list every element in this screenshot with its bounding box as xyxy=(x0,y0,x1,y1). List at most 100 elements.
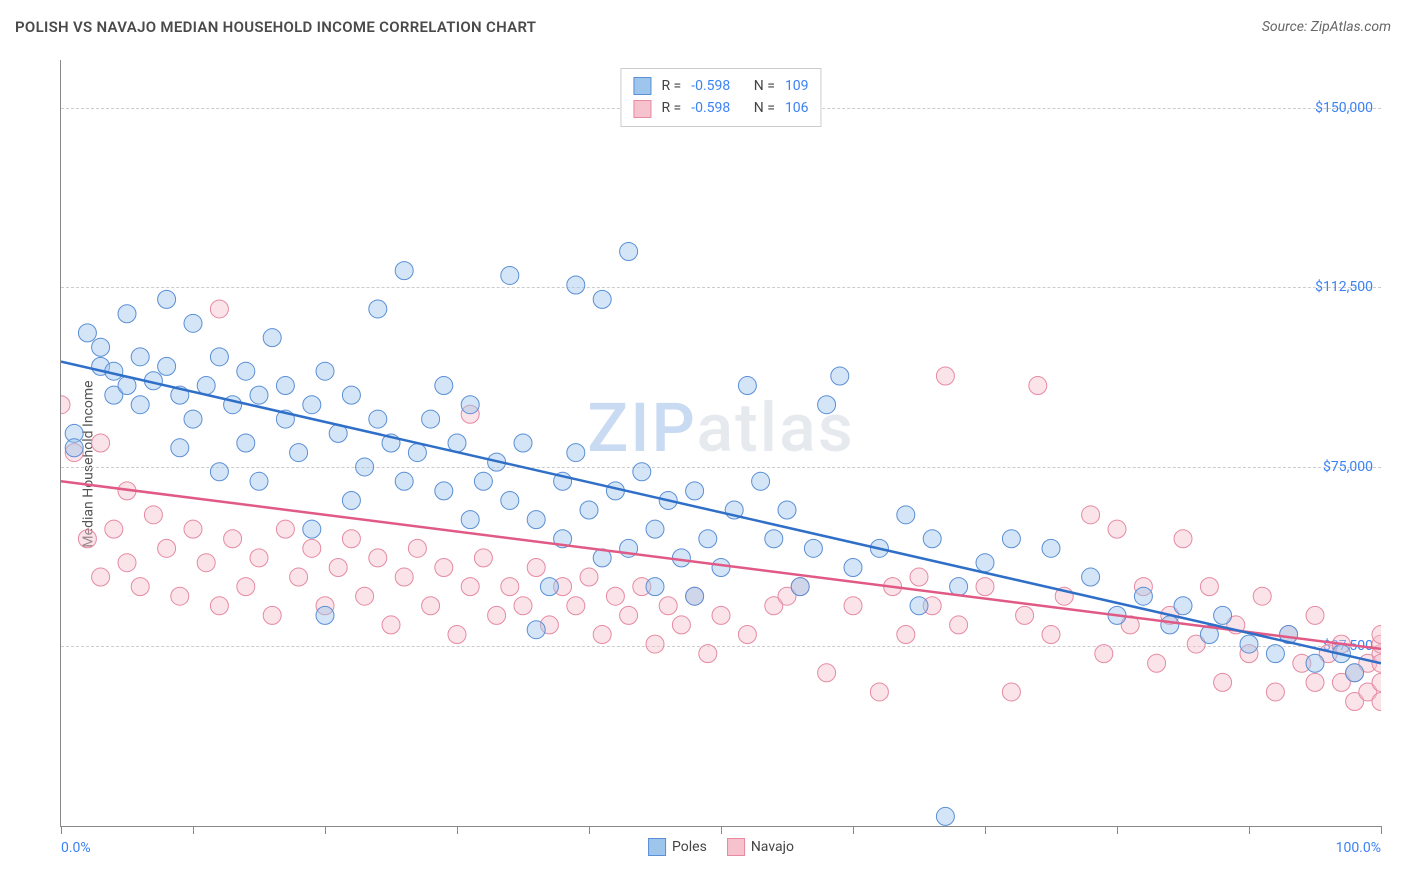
stats-row-poles: R = -0.598 N = 109 xyxy=(633,75,808,97)
data-point xyxy=(606,587,624,605)
swatch-navajo-icon xyxy=(727,838,745,856)
x-tick xyxy=(1249,826,1250,834)
r-value: -0.598 xyxy=(691,75,730,97)
data-point xyxy=(923,530,941,548)
data-point xyxy=(210,463,228,481)
data-point xyxy=(356,458,374,476)
data-point xyxy=(1200,578,1218,596)
data-point xyxy=(976,578,994,596)
x-tick xyxy=(193,826,194,834)
data-point xyxy=(1029,377,1047,395)
data-point xyxy=(818,664,836,682)
data-point xyxy=(1095,645,1113,663)
data-point xyxy=(488,606,506,624)
data-point xyxy=(118,305,136,323)
swatch-poles-icon xyxy=(648,838,666,856)
data-point xyxy=(1174,530,1192,548)
data-point xyxy=(567,276,585,294)
data-point xyxy=(620,243,638,261)
swatch-poles-icon xyxy=(633,77,651,95)
data-point xyxy=(897,506,915,524)
data-point xyxy=(765,530,783,548)
data-point xyxy=(1042,626,1060,644)
data-point xyxy=(131,396,149,414)
data-point xyxy=(1346,664,1364,682)
x-tick xyxy=(1117,826,1118,834)
data-point xyxy=(910,597,928,615)
data-point xyxy=(395,262,413,280)
x-tick xyxy=(721,826,722,834)
data-point xyxy=(435,558,453,576)
data-point xyxy=(303,396,321,414)
data-point xyxy=(369,549,387,567)
data-point xyxy=(461,396,479,414)
data-point xyxy=(435,482,453,500)
data-point xyxy=(646,578,664,596)
data-point xyxy=(672,616,690,634)
data-point xyxy=(633,463,651,481)
data-point xyxy=(144,506,162,524)
data-point xyxy=(844,558,862,576)
data-point xyxy=(870,683,888,701)
series-legend: Poles Navajo xyxy=(648,838,794,856)
data-point xyxy=(738,626,756,644)
chart-container: Median Household Income ZIPatlas R = -0.… xyxy=(15,50,1391,877)
data-point xyxy=(567,597,585,615)
data-point xyxy=(699,645,717,663)
data-point xyxy=(1002,530,1020,548)
legend-label: Poles xyxy=(672,839,707,855)
data-point xyxy=(580,568,598,586)
plot-area: ZIPatlas R = -0.598 N = 109 R = -0.598 N… xyxy=(60,60,1381,827)
n-value: 106 xyxy=(785,97,809,119)
legend-item-navajo: Navajo xyxy=(727,838,794,856)
data-point xyxy=(659,597,677,615)
data-point xyxy=(1266,645,1284,663)
data-point xyxy=(1002,683,1020,701)
data-point xyxy=(316,606,334,624)
data-point xyxy=(171,587,189,605)
swatch-navajo-icon xyxy=(633,100,651,118)
x-tick xyxy=(589,826,590,834)
n-label: N = xyxy=(754,97,775,119)
data-point xyxy=(1016,606,1034,624)
data-point xyxy=(1253,587,1271,605)
data-point xyxy=(461,511,479,529)
data-point xyxy=(158,290,176,308)
x-tick xyxy=(457,826,458,834)
data-point xyxy=(950,578,968,596)
x-tick xyxy=(985,826,986,834)
data-point xyxy=(448,434,466,452)
data-point xyxy=(184,314,202,332)
legend-item-poles: Poles xyxy=(648,838,707,856)
data-point xyxy=(1161,616,1179,634)
data-point xyxy=(936,367,954,385)
data-point xyxy=(593,626,611,644)
source-label: Source: ZipAtlas.com xyxy=(1262,19,1391,35)
chart-title: POLISH VS NAVAJO MEDIAN HOUSEHOLD INCOME… xyxy=(15,18,536,36)
data-point xyxy=(65,439,83,457)
data-point xyxy=(422,410,440,428)
r-value: -0.598 xyxy=(691,97,730,119)
data-point xyxy=(342,491,360,509)
data-point xyxy=(527,558,545,576)
data-point xyxy=(369,410,387,428)
data-point xyxy=(316,362,334,380)
data-point xyxy=(1148,654,1166,672)
data-point xyxy=(699,530,717,548)
data-point xyxy=(1082,506,1100,524)
data-point xyxy=(237,434,255,452)
data-point xyxy=(78,324,96,342)
x-tick xyxy=(853,826,854,834)
data-point xyxy=(105,520,123,538)
data-point xyxy=(276,520,294,538)
data-point xyxy=(1306,606,1324,624)
scatter-svg xyxy=(61,60,1381,826)
n-label: N = xyxy=(754,75,775,97)
x-max-label: 100.0% xyxy=(1336,840,1381,856)
data-point xyxy=(92,568,110,586)
data-point xyxy=(831,367,849,385)
x-tick xyxy=(61,826,62,834)
data-point xyxy=(501,578,519,596)
data-point xyxy=(1108,520,1126,538)
data-point xyxy=(210,300,228,318)
